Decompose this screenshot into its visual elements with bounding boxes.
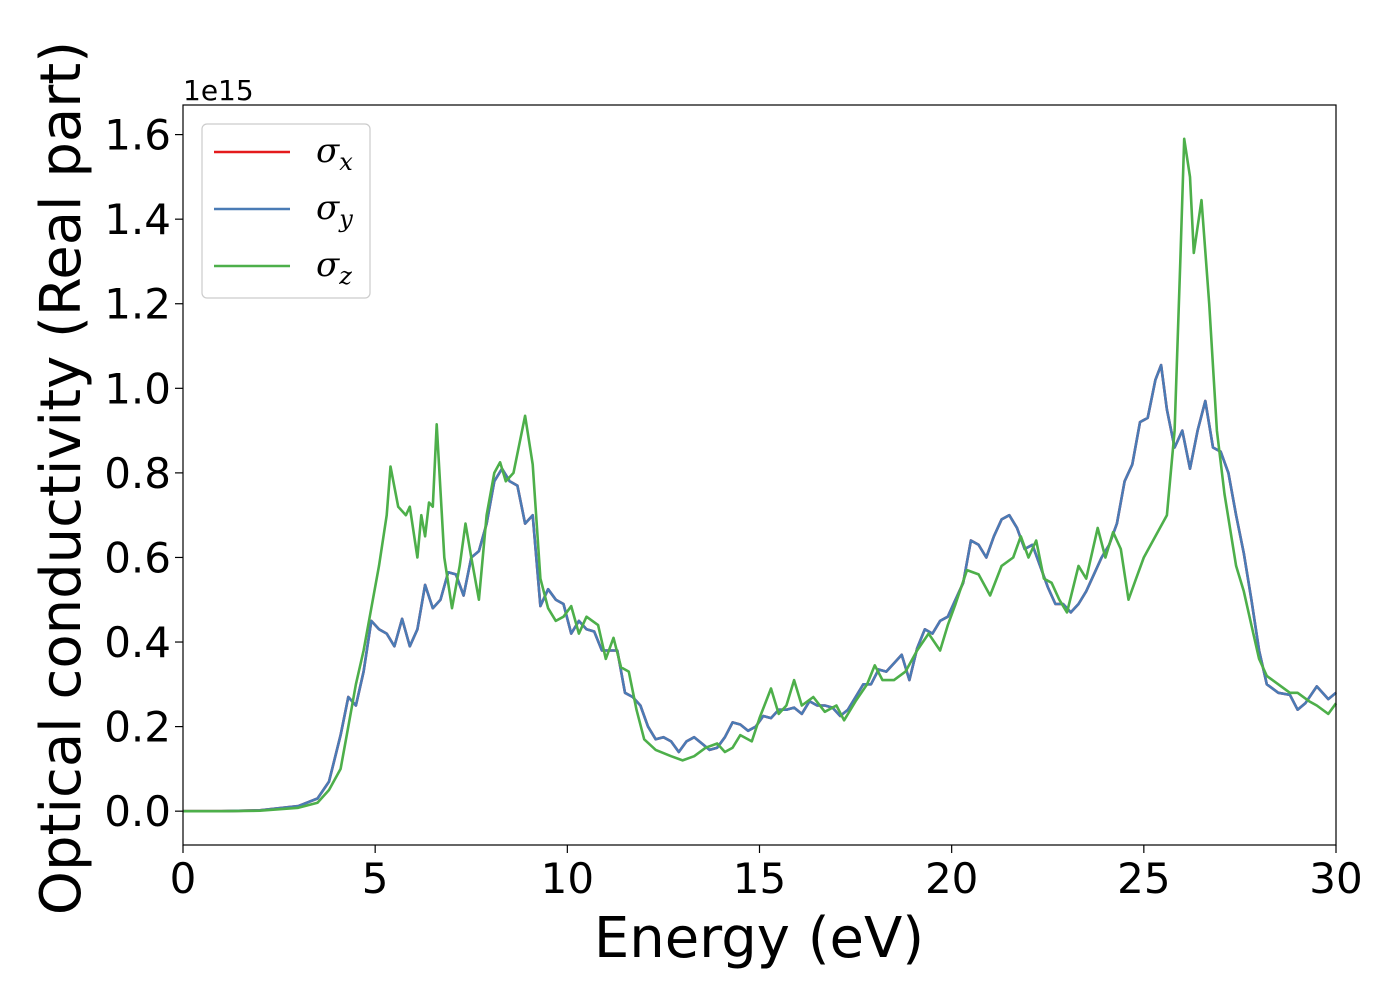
y-tick-label: 0.6 bbox=[104, 533, 171, 582]
y-tick-label: 1.0 bbox=[104, 364, 171, 413]
legend: σx σy σz bbox=[201, 123, 371, 299]
y-tick-label: 0.8 bbox=[104, 449, 171, 498]
y-axis-ticks: 0.0 0.2 0.4 0.6 0.8 1.0 1.2 1.4 1.6 bbox=[104, 111, 183, 836]
x-axis-label: Energy (eV) bbox=[594, 906, 924, 971]
series-line-z bbox=[183, 137, 1338, 813]
y-tick-label: 1.6 bbox=[104, 111, 171, 160]
legend-label-x: σx bbox=[316, 131, 353, 176]
y-tick-label: 0.4 bbox=[104, 618, 171, 667]
legend-label-z: σz bbox=[316, 245, 352, 290]
x-tick-label: 25 bbox=[1117, 854, 1170, 903]
y-tick-label: 0.2 bbox=[104, 703, 171, 752]
x-tick-label: 15 bbox=[733, 854, 786, 903]
y-axis-label: Optical conductivity (Real part) bbox=[29, 41, 94, 915]
series-line-x bbox=[183, 363, 1337, 813]
x-axis-ticks: 0 5 10 15 20 25 30 bbox=[170, 845, 1363, 903]
y-tick-label: 1.2 bbox=[104, 280, 171, 329]
legend-label-y: σy bbox=[316, 188, 353, 233]
x-tick-label: 30 bbox=[1309, 854, 1362, 903]
x-tick-label: 0 bbox=[170, 854, 197, 903]
x-tick-label: 20 bbox=[925, 854, 978, 903]
y-offset-label: 1e15 bbox=[183, 74, 254, 107]
x-tick-label: 5 bbox=[362, 854, 389, 903]
y-tick-label: 0.0 bbox=[104, 787, 171, 836]
series-line-y bbox=[183, 363, 1337, 813]
series-layer bbox=[183, 137, 1338, 813]
legend-box bbox=[201, 123, 371, 299]
y-tick-label: 1.4 bbox=[104, 195, 171, 244]
x-tick-label: 10 bbox=[541, 854, 594, 903]
